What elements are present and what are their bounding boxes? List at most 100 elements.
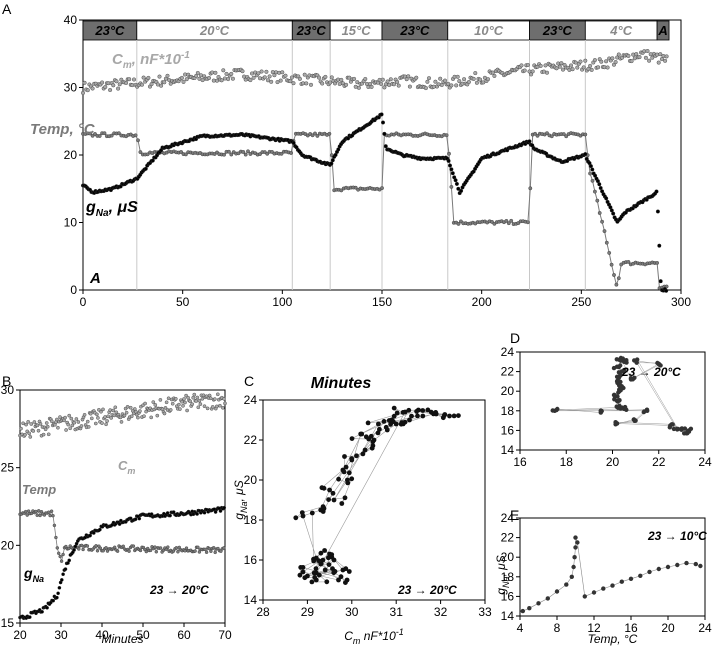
temp-series-point [549,134,554,139]
data-point [381,419,387,424]
cm-series-point [41,432,46,437]
data-point [611,365,617,371]
data-point [409,413,414,419]
temp-series-point [58,554,62,559]
gna-series-point [658,279,663,284]
cm-series-point [278,78,283,83]
cm-series-point [610,56,615,61]
cm-series-point [604,59,609,64]
data-point [425,407,431,413]
cm-series-point [79,424,84,428]
cm-series-point [179,75,184,80]
temp-series-point [583,132,588,137]
data-point [320,509,326,514]
gna-series-point [654,189,659,194]
cm-series-point [111,83,116,88]
x-axis-label: Minutes [101,632,143,646]
cm-series-point [119,420,124,424]
data-point [311,556,316,562]
cm-series-point [143,401,147,406]
temp-series-point [117,131,121,136]
temp-series-point [59,559,64,563]
cm-series-point [90,86,95,91]
cm-series-point [114,79,119,84]
cm-series-point [304,81,309,86]
data-point [302,575,308,581]
temp-series-point [95,549,100,553]
temp-series-point [26,509,31,513]
cm-series-point [76,420,81,424]
gna-series-point [450,171,455,176]
cm-series-point [205,406,210,411]
gna-series-point [60,578,64,582]
temp-series-point [593,189,597,194]
x-tick-label: 28 [256,605,270,619]
cm-series-point [114,410,119,415]
gna-series-point [379,112,384,117]
temp-series-point [213,550,217,555]
temp-series-point [35,513,39,517]
cm-series-point [180,399,184,404]
cm-series-point [599,59,604,64]
data-point [456,413,461,418]
temp-series-point [204,550,209,554]
cm-series-point [113,405,118,410]
data-point [359,431,365,437]
gna-series-point [664,288,669,293]
cm-series-point [106,414,110,419]
cm-series-point [24,422,28,427]
cm-series-point [637,55,642,60]
data-point [675,426,681,432]
temp-series-label: Temp [22,482,56,497]
temp-series-point [179,150,184,154]
cm-series-point [28,435,33,439]
data-point [343,580,348,585]
y-tick-label: 20 [64,148,78,162]
data-point [628,576,634,581]
x-tick-label: 4 [517,621,524,635]
data-point [316,558,321,564]
data-point [573,535,578,540]
cm-series-point [529,72,534,77]
temp-series-point [37,509,41,513]
cm-series-point [519,63,524,68]
gna-series-point [588,164,593,169]
cm-series-point [423,86,428,91]
temp-series-point [131,544,136,548]
gna-series-point [583,152,588,157]
cm-series-point [198,402,203,406]
temp-series-point [55,546,59,550]
y-tick-label: 16 [501,589,515,603]
data-point [667,425,672,430]
gna-series-point [61,572,65,577]
data-point [293,515,299,521]
cm-series-point [108,87,113,92]
cm-series-point [86,425,91,429]
cm-series-point [522,68,527,73]
cm-series-point [439,82,444,87]
temp-series-point [64,544,68,549]
x-tick-label: 33 [478,605,492,619]
cm-series-point [72,420,77,425]
y-tick-label: 15 [1,616,15,630]
data-point [527,606,532,611]
cm-series-point [251,75,256,80]
cm-series-point [85,419,90,424]
temperature-band-label: A [657,23,667,38]
cm-series-point [104,422,108,427]
cm-series-point [212,397,217,401]
data-point [665,564,671,570]
data-point [550,408,555,413]
cm-series-point [538,63,543,68]
cm-series-point [112,413,117,418]
y-tick-label: 24 [501,511,515,525]
data-point [345,480,351,486]
cm-series-point [269,79,274,84]
cm-series-point [643,55,648,60]
data-point [377,426,382,432]
temperature-band-label: 15°C [342,23,372,38]
data-point [336,476,341,482]
x-tick-label: 0 [80,295,87,309]
cm-series-point [347,75,352,80]
data-point [420,408,426,413]
